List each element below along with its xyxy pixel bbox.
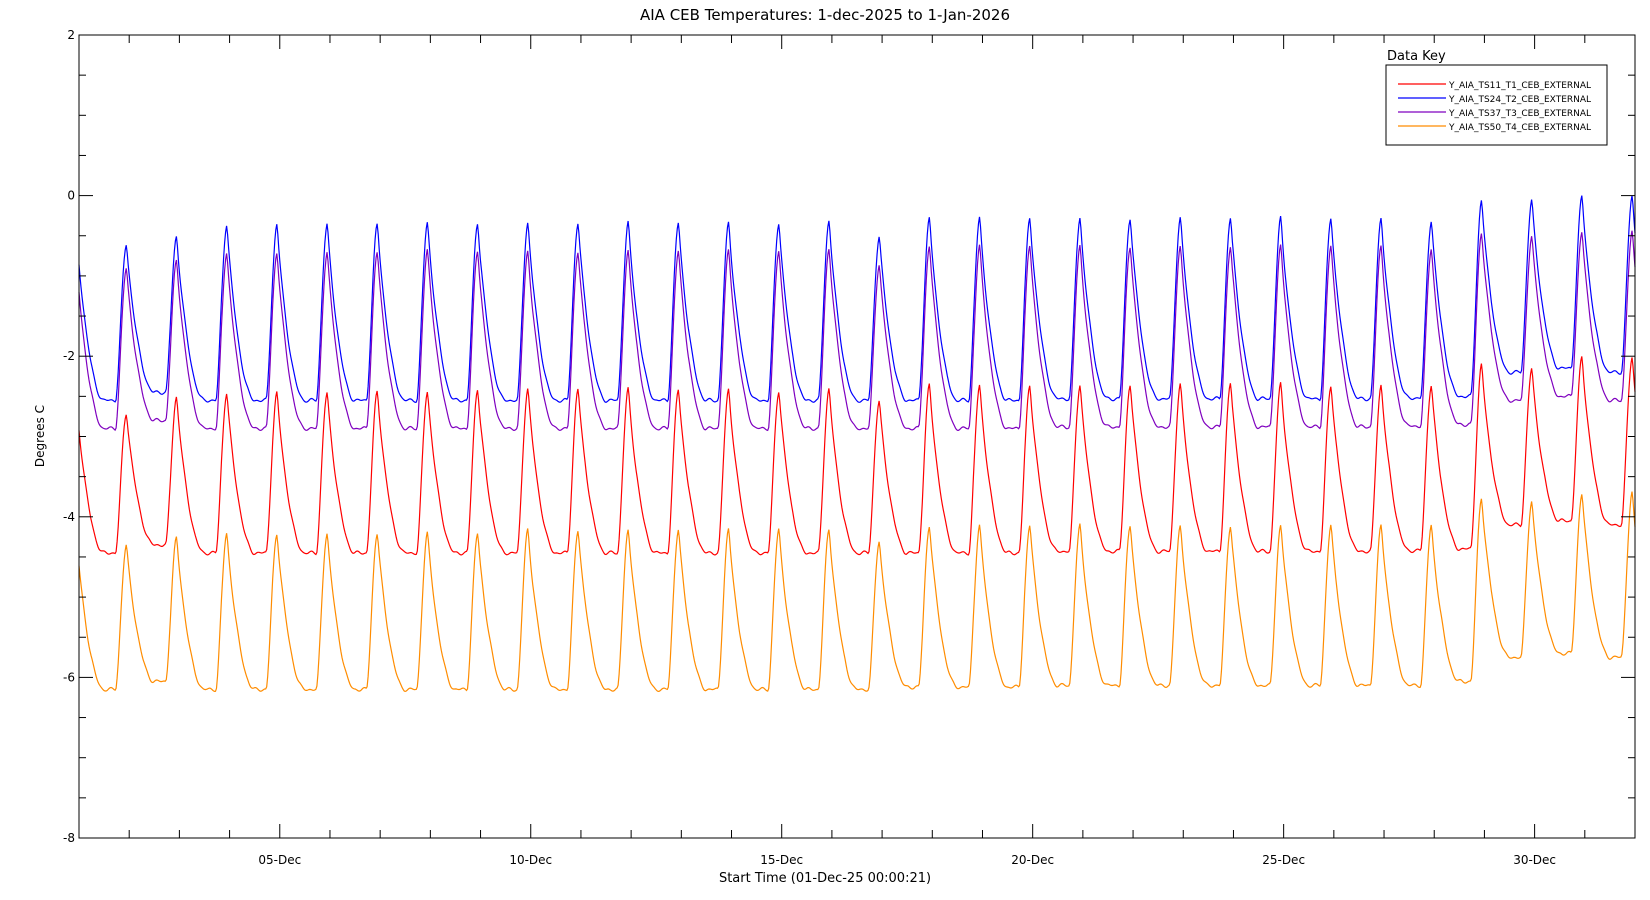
- legend-label-3: Y_AIA_TS37_T3_CEB_EXTERNAL: [1448, 109, 1591, 119]
- x-tick-label: 30-Dec: [1513, 853, 1556, 867]
- plot-frame: [78, 34, 1636, 839]
- legend-entries: Y_AIA_TS11_T1_CEB_EXTERNAL Y_AIA_TS24_T2_…: [1398, 81, 1591, 133]
- x-tick-label: 05-Dec: [258, 853, 301, 867]
- series-line-1: [78, 356, 1636, 556]
- legend-title: Data Key: [1387, 49, 1446, 64]
- y-tick-label: -2: [63, 349, 75, 363]
- x-tick-label: 10-Dec: [509, 853, 552, 867]
- y-axis-label: Degrees C: [33, 405, 47, 467]
- legend-label-4: Y_AIA_TS50_T4_CEB_EXTERNAL: [1448, 123, 1591, 133]
- y-tick-label: -4: [63, 510, 75, 524]
- legend-box: [1385, 64, 1608, 146]
- y-tick-label: -6: [63, 670, 75, 684]
- legend-label-2: Y_AIA_TS24_T2_CEB_EXTERNAL: [1448, 95, 1591, 105]
- x-axis-label: Start Time (01-Dec-25 00:00:21): [719, 871, 931, 886]
- axis-ticks: 2 0 -2 -4 -6 -8 05-Dec 10-Dec 15-Dec 20-Dec 25-Dec…: [63, 28, 1636, 867]
- x-tick-label: 20-Dec: [1011, 853, 1054, 867]
- y-tick-label: 2: [67, 28, 75, 42]
- x-tick-label: 25-Dec: [1262, 853, 1305, 867]
- legend-label-1: Y_AIA_TS11_T1_CEB_EXTERNAL: [1448, 81, 1591, 91]
- series-line-4: [78, 491, 1636, 693]
- chart-title: AIA CEB Temperatures: 1-dec-2025 to 1-Ja…: [640, 6, 1010, 24]
- x-tick-label: 15-Dec: [760, 853, 803, 867]
- y-tick-label: 0: [67, 189, 75, 203]
- series-line-3: [78, 230, 1636, 432]
- y-tick-label: -8: [63, 831, 75, 845]
- series-line-2: [78, 195, 1636, 404]
- series-lines: [78, 195, 1636, 693]
